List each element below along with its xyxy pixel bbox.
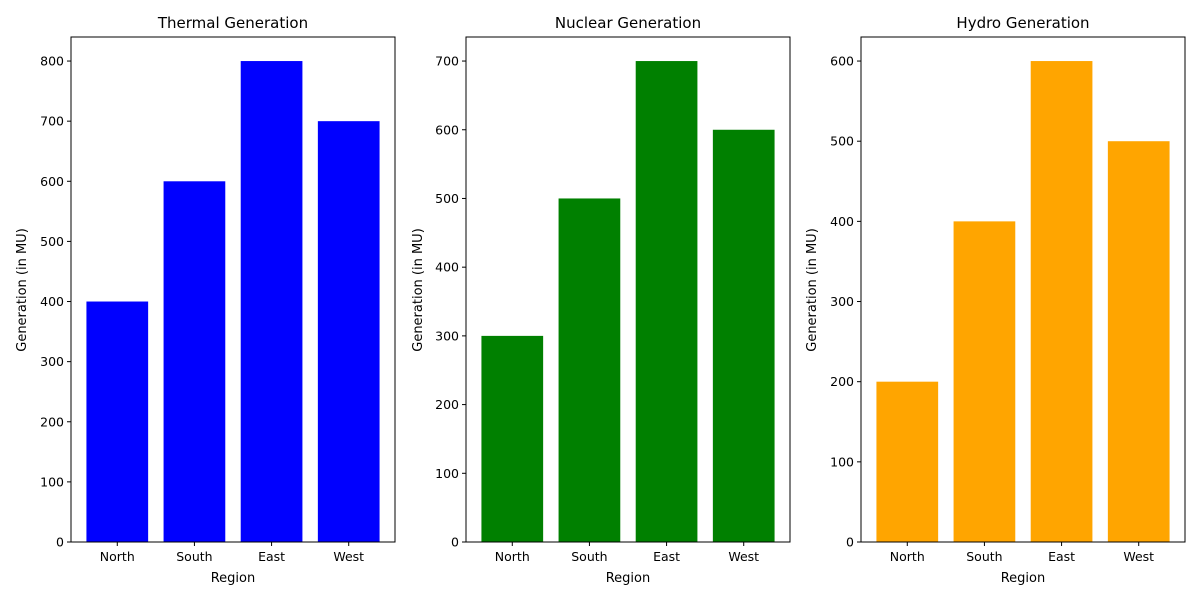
plot-frame bbox=[860, 36, 1186, 543]
y-tick-label: 500 bbox=[40, 234, 64, 249]
bars bbox=[481, 61, 775, 543]
x-tick-label: West bbox=[1123, 549, 1154, 564]
y-tick-label: 100 bbox=[40, 474, 64, 489]
y-tick-label: 200 bbox=[435, 397, 459, 412]
y-tick-label: 0 bbox=[451, 535, 459, 550]
bar-south bbox=[953, 221, 1016, 542]
bar-west bbox=[1107, 141, 1170, 542]
y-tick-label: 700 bbox=[435, 54, 459, 69]
x-tick-label: East bbox=[653, 549, 680, 564]
y-axis-label: Generation (in MU) bbox=[411, 228, 426, 352]
y-tick-label: 500 bbox=[435, 191, 459, 206]
bar-east bbox=[635, 61, 698, 543]
y-tick-label: 0 bbox=[846, 535, 854, 550]
x-tick-label: West bbox=[333, 549, 364, 564]
bar-south bbox=[163, 181, 226, 543]
y-axis-label: Generation (in MU) bbox=[805, 228, 820, 352]
y-tick-label: 600 bbox=[435, 122, 459, 137]
chart-title: Thermal Generation bbox=[157, 14, 308, 32]
bar-west bbox=[712, 129, 775, 542]
bars bbox=[876, 61, 1170, 543]
x-axis-label: Region bbox=[1001, 571, 1046, 586]
bar-north bbox=[86, 301, 149, 542]
x-axis-label: Region bbox=[211, 571, 256, 586]
y-tick-label: 700 bbox=[40, 114, 64, 129]
bar-east bbox=[1030, 61, 1093, 543]
y-tick-label: 400 bbox=[40, 294, 64, 309]
bar-east bbox=[240, 61, 303, 543]
plot-frame bbox=[465, 36, 791, 543]
x-tick-label: North bbox=[890, 549, 925, 564]
chart-thermal: Thermal Generation Region Generation (in… bbox=[15, 14, 396, 586]
y-tick-label: 400 bbox=[435, 260, 459, 275]
x-tick-label: South bbox=[966, 549, 1002, 564]
y-tick-label: 100 bbox=[435, 466, 459, 481]
y-axis-label: Generation (in MU) bbox=[15, 228, 30, 352]
chart-title: Nuclear Generation bbox=[555, 14, 701, 32]
plot-frame bbox=[70, 36, 396, 543]
x-tick-label: West bbox=[728, 549, 759, 564]
y-tick-label: 800 bbox=[40, 54, 64, 69]
x-tick-label: North bbox=[100, 549, 135, 564]
x-tick-label: East bbox=[258, 549, 285, 564]
chart-title: Hydro Generation bbox=[956, 14, 1089, 32]
y-tick-label: 300 bbox=[435, 328, 459, 343]
x-axis-label: Region bbox=[606, 571, 651, 586]
y-tick-label: 200 bbox=[830, 374, 854, 389]
y-tick-label: 200 bbox=[40, 414, 64, 429]
y-tick-label: 300 bbox=[830, 294, 854, 309]
x-tick-label: North bbox=[495, 549, 530, 564]
y-tick-label: 500 bbox=[830, 134, 854, 149]
bar-south bbox=[558, 198, 621, 542]
y-tick-label: 300 bbox=[40, 354, 64, 369]
y-tick-label: 0 bbox=[56, 535, 64, 550]
bar-north bbox=[481, 335, 544, 542]
x-tick-label: South bbox=[176, 549, 212, 564]
bar-west bbox=[317, 121, 380, 543]
x-tick-label: South bbox=[571, 549, 607, 564]
y-tick-label: 600 bbox=[40, 174, 64, 189]
bars bbox=[86, 61, 380, 543]
y-tick-label: 400 bbox=[830, 214, 854, 229]
y-tick-label: 100 bbox=[830, 454, 854, 469]
chart-hydro: Hydro Generation Region Generation (in M… bbox=[805, 14, 1186, 586]
chart-nuclear: Nuclear Generation Region Generation (in… bbox=[411, 14, 791, 586]
x-tick-label: East bbox=[1048, 549, 1075, 564]
bar-north bbox=[876, 381, 939, 542]
y-tick-label: 600 bbox=[830, 54, 854, 69]
